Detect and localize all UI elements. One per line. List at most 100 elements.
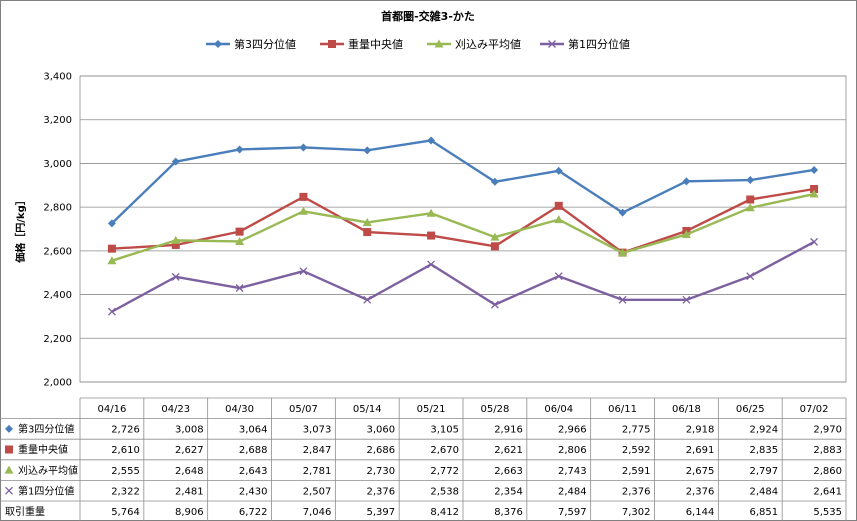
data-point [171, 272, 180, 281]
table-cell-value: 2,675 [686, 466, 715, 477]
data-point [426, 208, 436, 217]
table-cell-value: 2,916 [494, 425, 523, 436]
data-point [107, 244, 116, 253]
y-axis-ticks: 2,000 2,200 2,400 2,600 2,800 3,000 3,200 3,400 [43, 72, 72, 389]
legend-entry: 第3四分位値 [234, 37, 296, 51]
table-cell-value: 2,376 [367, 486, 396, 497]
data-point [618, 208, 627, 217]
table-cell-value: 2,648 [175, 466, 204, 477]
data-point [235, 145, 244, 154]
chart-title: 首都圏-交雑3-かた [381, 9, 475, 23]
table-cell-value: 2,730 [367, 466, 396, 477]
x-tick-label: 07/02 [800, 404, 829, 415]
data-point [490, 300, 499, 309]
table-cell-value: 2,591 [622, 466, 651, 477]
table-cell-value: 2,781 [303, 466, 332, 477]
x-tick-label: 04/16 [98, 404, 127, 415]
table-cell-value: 6,144 [686, 507, 715, 518]
data-point [618, 248, 628, 257]
table-cell-value: 2,555 [111, 466, 140, 477]
data-point [299, 192, 308, 201]
table-cell-value: 2,691 [686, 445, 715, 456]
table-cell-value: 2,621 [494, 445, 523, 456]
data-point [490, 242, 499, 251]
x-tick-label: 05/14 [353, 404, 382, 415]
table-cell-value: 2,592 [622, 445, 651, 456]
data-point [554, 166, 563, 175]
table-cell-value: 2,481 [175, 486, 204, 497]
y-tick-label: 2,200 [43, 334, 72, 345]
y-tick-label: 3,400 [43, 72, 72, 83]
table-legend-key [5, 486, 13, 495]
table-cell-value: 3,105 [430, 425, 459, 436]
data-point [298, 206, 308, 215]
table-row-label: 第3四分位値 [18, 423, 74, 436]
data-point [810, 237, 819, 246]
legend-marker [434, 39, 444, 48]
data-point [427, 260, 436, 269]
data-point [681, 229, 691, 238]
table-cell-value: 2,847 [303, 445, 332, 456]
data-table: 04/16 04/23 04/30 05/07 05/14 05/21 05/28 06/04… [0, 397, 847, 521]
table-row-label: 刈込み平均値 [18, 464, 78, 477]
legend-marker [214, 40, 222, 48]
y-tick-label: 3,000 [43, 159, 72, 170]
data-point [107, 307, 116, 316]
series-4 [107, 237, 819, 316]
table-cell-value: 7,046 [303, 507, 332, 518]
table-cell-value: 2,627 [175, 445, 204, 456]
y-tick-label: 2,400 [43, 290, 72, 301]
data-point [554, 272, 563, 281]
data-point [107, 256, 117, 265]
table-cell-value: 8,906 [175, 507, 204, 518]
table-cell-value: 2,924 [750, 425, 779, 436]
table-cell-value: 2,484 [750, 486, 779, 497]
data-point [554, 215, 564, 224]
table-row-label: 第1四分位値 [18, 484, 74, 497]
table-cell-value: 5,397 [367, 507, 396, 518]
data-point [810, 165, 819, 174]
legend-marker [548, 40, 556, 48]
legend-entry: 第1四分位値 [568, 37, 630, 51]
table-row-label: 取引重量 [5, 505, 45, 518]
gridlines [79, 75, 847, 383]
table-cell-value: 2,860 [813, 466, 842, 477]
table-cell-value: 2,688 [239, 445, 268, 456]
legend-marker [328, 40, 336, 48]
data-point [810, 185, 819, 194]
table-cell-value: 3,060 [367, 425, 396, 436]
table-cell-value: 2,743 [558, 466, 587, 477]
table-cell-value: 2,918 [686, 425, 715, 436]
data-point [746, 176, 755, 185]
x-tick-label: 04/30 [225, 404, 254, 415]
data-point [618, 295, 627, 304]
data-point [171, 157, 180, 166]
series-line [111, 240, 815, 313]
table-cell-value: 2,806 [558, 445, 587, 456]
table-cell-value: 2,354 [494, 486, 523, 497]
series-1 [107, 136, 819, 228]
data-point [554, 201, 563, 210]
table-cell-value: 2,772 [430, 466, 459, 477]
table-cell-value: 2,966 [558, 425, 587, 436]
data-point [299, 143, 308, 152]
table-cell-value: 2,484 [558, 486, 587, 497]
y-tick-label: 2,600 [43, 246, 72, 257]
x-tick-label: 05/21 [417, 404, 446, 415]
table-cell-value: 2,670 [430, 445, 459, 456]
legend-entry: 刈込み平均値 [455, 38, 521, 51]
series-line [111, 187, 815, 254]
legend: 第3四分位値 重量中央値 刈込み平均値 第1四分位値 [206, 37, 630, 51]
table-cell-value: 2,376 [622, 486, 651, 497]
y-tick-label: 3,200 [43, 115, 72, 126]
data-point [363, 228, 372, 237]
table-row-label: 重量中央値 [18, 443, 68, 456]
series-line [111, 139, 815, 225]
table-cell-value: 2,686 [367, 445, 396, 456]
table-cell-value: 2,643 [239, 466, 268, 477]
data-point [362, 217, 372, 226]
data-point [745, 203, 755, 212]
table-cell-value: 6,722 [239, 507, 268, 518]
